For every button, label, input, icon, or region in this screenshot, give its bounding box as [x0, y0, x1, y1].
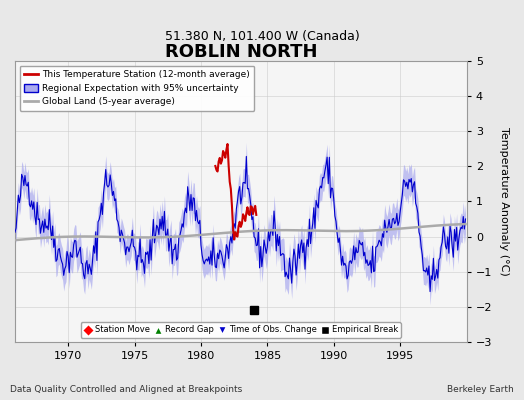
Title: ROBLIN NORTH: ROBLIN NORTH: [165, 43, 317, 61]
Y-axis label: Temperature Anomaly (°C): Temperature Anomaly (°C): [499, 127, 509, 276]
Legend: Station Move, Record Gap, Time of Obs. Change, Empirical Break: Station Move, Record Gap, Time of Obs. C…: [81, 322, 401, 338]
Text: Berkeley Earth: Berkeley Earth: [447, 385, 514, 394]
Text: Data Quality Controlled and Aligned at Breakpoints: Data Quality Controlled and Aligned at B…: [10, 385, 243, 394]
Text: 51.380 N, 101.400 W (Canada): 51.380 N, 101.400 W (Canada): [165, 30, 359, 43]
